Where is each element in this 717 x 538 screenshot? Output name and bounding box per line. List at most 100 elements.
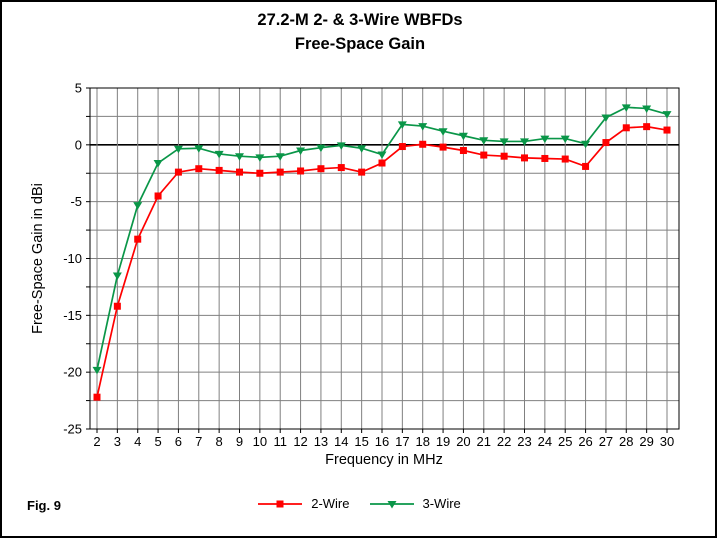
data-point-square — [602, 139, 610, 147]
data-point-triangle — [296, 147, 306, 156]
y-tick-label: 0 — [75, 137, 82, 152]
x-tick-label: 12 — [293, 434, 307, 449]
figure-caption: Fig. 9 — [27, 498, 61, 513]
x-tick-label: 16 — [375, 434, 389, 449]
x-tick-label: 2 — [93, 434, 100, 449]
series-2-wire — [93, 123, 671, 401]
x-tick-label: 5 — [154, 434, 161, 449]
data-point-square — [419, 140, 427, 148]
data-point-square — [622, 124, 630, 132]
x-tick-label: 14 — [334, 434, 348, 449]
x-tick-label: 25 — [558, 434, 572, 449]
data-point-triangle — [377, 151, 387, 159]
y-tick-label: -5 — [70, 194, 82, 209]
x-tick-label: 30 — [660, 434, 674, 449]
x-tick-label: 21 — [477, 434, 491, 449]
data-point-square — [174, 168, 182, 176]
data-point-triangle — [601, 114, 611, 123]
data-point-square — [236, 168, 243, 176]
x-tick-label: 8 — [216, 434, 223, 449]
x-tick-label: 26 — [578, 434, 592, 449]
data-point-square — [521, 154, 528, 162]
data-point-triangle — [560, 135, 570, 144]
data-point-triangle — [499, 138, 509, 146]
data-point-triangle — [642, 105, 652, 113]
x-tick-label: 19 — [436, 434, 450, 449]
plot-border — [89, 87, 680, 430]
data-point-triangle — [458, 132, 468, 141]
chart-title-line2: Free-Space Gain — [295, 35, 425, 53]
data-point-square — [297, 167, 305, 175]
x-tick-label: 7 — [195, 434, 202, 449]
legend-square-icon — [258, 500, 303, 507]
data-point-triangle — [112, 272, 122, 281]
chart-title-line1: 27.2-M 2- & 3-Wire WBFDs — [257, 11, 462, 29]
data-point-square — [643, 123, 651, 131]
legend-triangle-down-icon — [369, 500, 414, 508]
x-tick-label: 6 — [175, 434, 182, 449]
data-point-square — [195, 165, 203, 173]
y-axis-title: Free-Space Gain in dBi — [30, 183, 46, 334]
data-point-square — [154, 192, 162, 200]
x-axis-title: Frequency in MHz — [325, 452, 443, 468]
data-point-triangle — [479, 137, 489, 145]
x-tick-label: 29 — [639, 434, 653, 449]
data-point-square — [256, 169, 264, 177]
data-point-square — [113, 302, 121, 310]
x-tick-label: 18 — [415, 434, 429, 449]
y-tick-label: -20 — [63, 365, 82, 380]
x-tick-label: 15 — [354, 434, 368, 449]
data-point-triangle — [194, 145, 204, 153]
data-point-square — [500, 152, 508, 160]
data-point-square — [134, 235, 142, 243]
data-point-triangle — [316, 144, 326, 153]
data-point-triangle — [173, 145, 183, 154]
x-tick-label: 28 — [619, 434, 633, 449]
x-tick-label: 23 — [517, 434, 531, 449]
y-tick-label: 5 — [75, 81, 82, 96]
data-point-triangle — [275, 153, 285, 161]
data-point-triangle — [235, 153, 244, 161]
data-point-square — [541, 154, 549, 162]
y-tick-label: -10 — [63, 251, 82, 266]
x-tick-label: 9 — [236, 434, 243, 449]
x-tick-label: 20 — [456, 434, 470, 449]
data-point-square — [439, 143, 447, 151]
legend-label: 2-Wire — [311, 496, 350, 511]
data-point-square — [582, 162, 590, 170]
data-point-triangle — [92, 366, 102, 375]
data-point-triangle — [581, 140, 591, 149]
data-point-square — [378, 159, 386, 167]
data-point-triangle — [540, 135, 550, 144]
data-point-square — [337, 164, 345, 172]
data-point-square — [459, 147, 467, 155]
gridlines — [90, 87, 679, 430]
x-tick-label: 4 — [134, 434, 141, 449]
data-point-square — [317, 165, 325, 173]
data-point-square — [480, 151, 488, 159]
legend-item-2-wire: 2-Wire — [256, 496, 350, 511]
x-tick-label: 11 — [273, 434, 287, 449]
legend-label: 3-Wire — [422, 496, 461, 511]
data-point-triangle — [438, 128, 448, 136]
data-point-triangle — [153, 160, 163, 168]
x-tick-label: 24 — [538, 434, 552, 449]
data-point-square — [276, 168, 284, 176]
x-tick-label: 17 — [395, 434, 409, 449]
data-point-triangle — [621, 104, 631, 112]
x-tick-label: 27 — [599, 434, 613, 449]
data-point-square — [561, 155, 569, 163]
data-point-triangle — [214, 150, 224, 159]
data-point-triangle — [397, 121, 407, 129]
data-point-square — [398, 143, 406, 151]
data-point-square — [93, 393, 101, 401]
data-point-square — [663, 126, 671, 134]
data-point-triangle — [336, 142, 346, 150]
y-tick-label: -25 — [63, 422, 82, 437]
chart-legend: 2-Wire 3-Wire — [2, 496, 715, 511]
data-point-triangle — [357, 145, 367, 153]
x-tick-label: 22 — [497, 434, 511, 449]
data-point-triangle — [418, 123, 428, 131]
